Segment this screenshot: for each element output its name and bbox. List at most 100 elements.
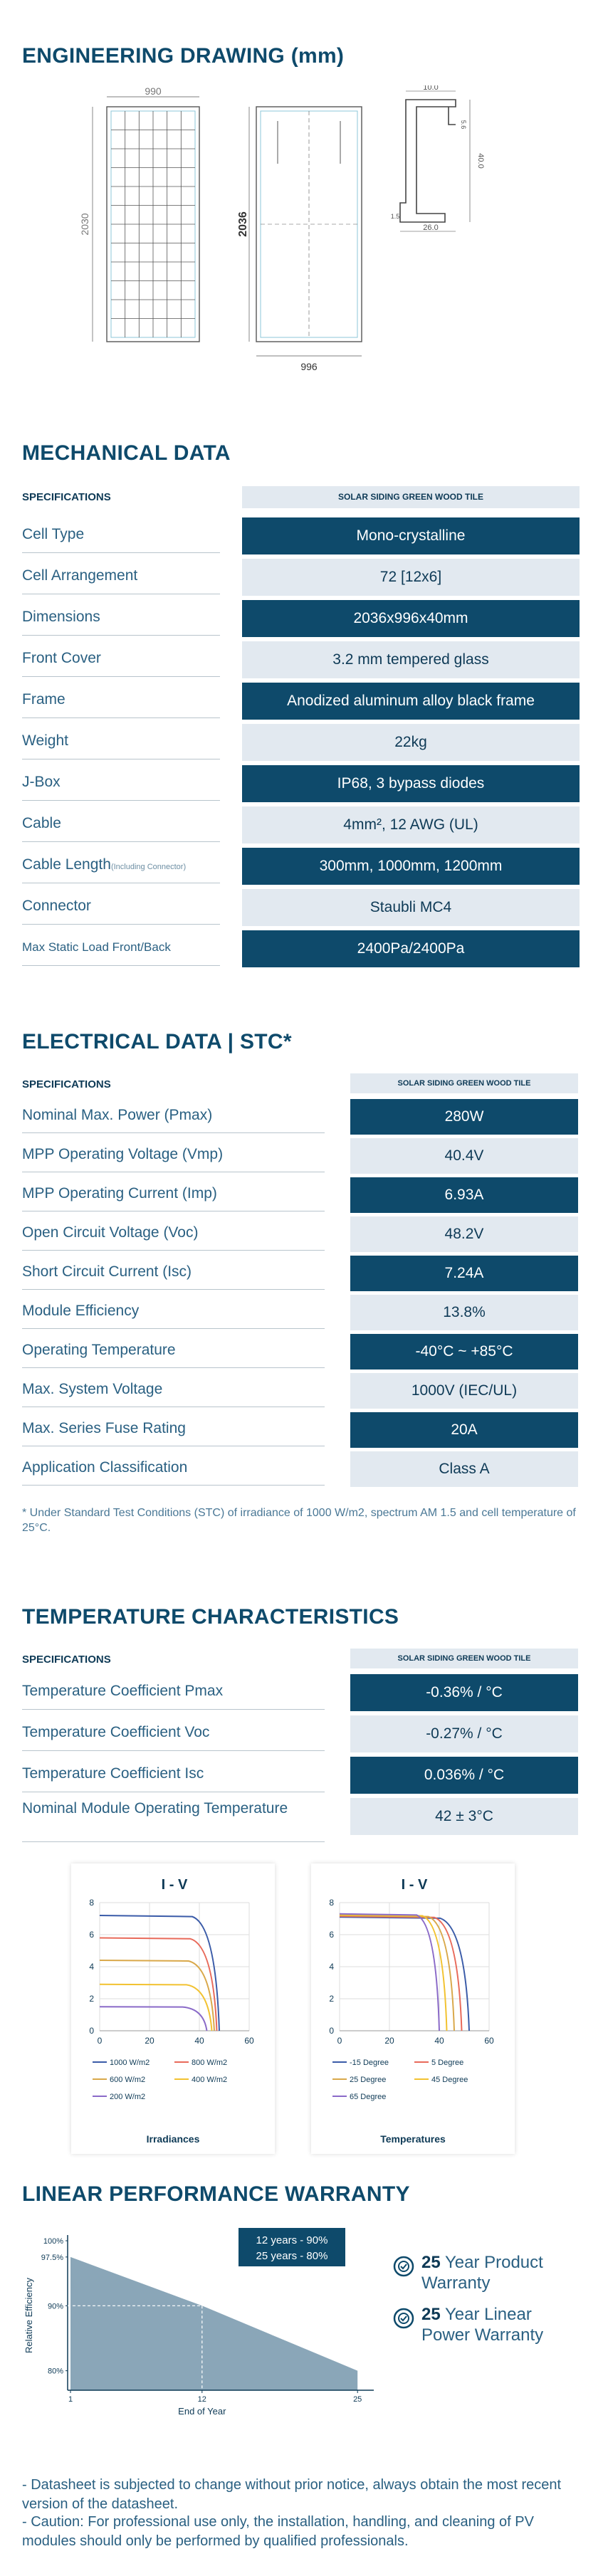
footer-note-2: - Caution: For professional use only, th… bbox=[22, 2514, 534, 2549]
mechanical-col-head: SOLAR SIDING GREEN WOOD TILE bbox=[242, 486, 580, 508]
x-tick-label: 60 bbox=[484, 2036, 494, 2046]
temperature-chart-card: I - V 0 2 4 6 8 0 20 40 60 -15 Degree 5 Degree 25 De… bbox=[311, 1863, 515, 2154]
electrical-row-label: Operating Temperature bbox=[22, 1332, 325, 1368]
y-tick-label: 100% bbox=[43, 2237, 63, 2246]
badge1-number: 25 bbox=[421, 2253, 441, 2272]
legend-label: 45 Degree bbox=[431, 2076, 468, 2084]
annotation-text: 25 years - 80% bbox=[256, 2250, 328, 2262]
electrical-row-label: Open Circuit Voltage (Voc) bbox=[22, 1215, 325, 1251]
electrical-row-label-text: MPP Operating Voltage (Vmp) bbox=[22, 1146, 224, 1162]
temperature-row-value: 0.036% / °C bbox=[350, 1757, 578, 1794]
annotation-box bbox=[239, 2228, 345, 2266]
badge2-line2: Power Warranty bbox=[421, 2325, 544, 2345]
series-line bbox=[339, 1913, 448, 2031]
back-view bbox=[248, 106, 362, 357]
electrical-title: ELECTRICAL DATA | STC* bbox=[22, 1030, 292, 1053]
temperature-col-head: SOLAR SIDING GREEN WOOD TILE bbox=[350, 1649, 578, 1668]
badge2-line1: Year Linear bbox=[444, 2305, 532, 2324]
electrical-col-head: SOLAR SIDING GREEN WOOD TILE bbox=[350, 1073, 578, 1093]
electrical-row-value: 7.24A bbox=[350, 1256, 578, 1291]
legend-label: 65 Degree bbox=[350, 2093, 386, 2101]
temperature-iv-chart: I - V 0 2 4 6 8 0 20 40 60 -15 Degree 5 Degree 25 De… bbox=[329, 1877, 494, 2145]
dim-width-back: 996 bbox=[300, 361, 318, 372]
profile-small-dim: 5.6 bbox=[460, 120, 467, 130]
mechanical-row-value: 300mm, 1000mm, 1200mm bbox=[242, 848, 580, 885]
electrical-row-value: 280W bbox=[350, 1099, 578, 1135]
mechanical-row-label-text: Max Static Load Front/Back bbox=[22, 940, 171, 954]
electrical-row-label-text: Application Classification bbox=[22, 1459, 188, 1476]
irradiance-chart-card: I - V 0 2 4 6 8 0 20 40 60 1000 W/m2 800 W/m2 600 W/… bbox=[71, 1863, 275, 2154]
legend-label: 800 W/m2 bbox=[192, 2059, 227, 2067]
x-tick-label: 20 bbox=[384, 2036, 394, 2046]
mechanical-row-label-text: Cable Length bbox=[22, 856, 111, 873]
electrical-row-label: Max. System Voltage bbox=[22, 1372, 325, 1407]
electrical-row-value: 20A bbox=[350, 1412, 578, 1448]
electrical-row-value: 1000V (IEC/UL) bbox=[350, 1373, 578, 1409]
y-tick-label: 4 bbox=[329, 1962, 334, 1972]
temperature-row-label: Temperature Coefficient Pmax bbox=[22, 1673, 325, 1710]
legend-label: 600 W/m2 bbox=[110, 2076, 145, 2084]
mechanical-row-label: Front Cover bbox=[22, 640, 220, 677]
series-line bbox=[339, 1915, 455, 2031]
electrical-row-label-text: Module Efficiency bbox=[22, 1303, 140, 1319]
series-line bbox=[99, 1960, 215, 2031]
mechanical-row-label-text: Front Cover bbox=[22, 650, 101, 666]
electrical-row-value: 40.4V bbox=[350, 1138, 578, 1174]
electrical-row-value: Class A bbox=[350, 1451, 578, 1487]
mechanical-title: MECHANICAL DATA bbox=[22, 441, 231, 465]
front-view bbox=[92, 96, 200, 342]
y-tick-label: 80% bbox=[48, 2367, 63, 2376]
x-tick-label: 20 bbox=[145, 2036, 154, 2046]
x-tick-label: 40 bbox=[434, 2036, 444, 2046]
chart-title: I - V bbox=[402, 1877, 428, 1893]
badge2-number: 25 bbox=[421, 2305, 441, 2324]
irradiance-iv-chart: I - V 0 2 4 6 8 0 20 40 60 1000 W/m2 800 W/m2 600 W/… bbox=[89, 1877, 254, 2145]
badge-check-icon bbox=[393, 2256, 414, 2277]
electrical-row-label: Max. Series Fuse Rating bbox=[22, 1411, 325, 1446]
y-axis-label: Relative Efficiency bbox=[23, 2278, 34, 2353]
x-tick-label: 60 bbox=[244, 2036, 254, 2046]
electrical-row-label-text: MPP Operating Current (Imp) bbox=[22, 1185, 217, 1202]
legend-label: -15 Degree bbox=[350, 2059, 389, 2067]
profile-top-dim: 10.0 bbox=[423, 85, 438, 92]
series-line bbox=[339, 1915, 463, 2031]
mechanical-row-value: 2400Pa/2400Pa bbox=[242, 930, 580, 967]
electrical-row-value: 48.2V bbox=[350, 1216, 578, 1252]
warranty-chart: 100% 97.5% 90% 80% 1 12 25 End of Year Relative … bbox=[23, 2228, 374, 2417]
mechanical-row-label-text: Connector bbox=[22, 898, 91, 914]
mechanical-row-label: Cable Length(Including Connector) bbox=[22, 846, 220, 883]
temperature-row-label-text: Temperature Coefficient Isc bbox=[22, 1765, 204, 1782]
mechanical-row-label: J-Box bbox=[22, 764, 220, 801]
temperature-row-value: 42 ± 3°C bbox=[350, 1798, 578, 1835]
mechanical-row-label: Cable bbox=[22, 805, 220, 842]
electrical-row-label-text: Open Circuit Voltage (Voc) bbox=[22, 1224, 199, 1241]
badge-check-icon bbox=[393, 2308, 414, 2329]
temperature-row-label-text: Temperature Coefficient Pmax bbox=[22, 1683, 224, 1699]
annotation-text: 12 years - 90% bbox=[256, 2234, 328, 2246]
electrical-row-value: 6.93A bbox=[350, 1177, 578, 1213]
mechanical-row-value: Staubli MC4 bbox=[242, 889, 580, 926]
y-tick-label: 6 bbox=[89, 1930, 94, 1940]
chart-caption: Irradiances bbox=[147, 2133, 200, 2145]
badge1-line2: Warranty bbox=[421, 2273, 491, 2293]
y-tick-label: 8 bbox=[89, 1898, 94, 1908]
temperature-row-label: Nominal Module Operating Temperature bbox=[22, 1797, 325, 1842]
x-tick-label: 40 bbox=[194, 2036, 204, 2046]
electrical-row-label: Nominal Max. Power (Pmax) bbox=[22, 1098, 325, 1133]
footer-note-1: - Datasheet is subjected to change witho… bbox=[22, 2477, 562, 2512]
series-line bbox=[99, 2006, 208, 2031]
electrical-row-label: MPP Operating Voltage (Vmp) bbox=[22, 1137, 325, 1172]
series-line bbox=[99, 1915, 220, 2031]
x-tick-label: 12 bbox=[198, 2395, 206, 2404]
x-tick-label: 0 bbox=[337, 2036, 342, 2046]
mechanical-row-value: 72 [12x6] bbox=[242, 559, 580, 596]
mechanical-row-value: Mono-crystalline bbox=[242, 517, 580, 554]
electrical-row-label-text: Operating Temperature bbox=[22, 1342, 176, 1358]
mechanical-row-value: 4mm², 12 AWG (UL) bbox=[242, 806, 580, 843]
temperature-row-value: -0.36% / °C bbox=[350, 1674, 578, 1711]
badge1-line1: Year Product bbox=[444, 2253, 543, 2272]
mechanical-row-label: Dimensions bbox=[22, 599, 220, 636]
profile-lip-dim: 1.5 bbox=[391, 213, 400, 220]
y-tick-label: 0 bbox=[89, 2026, 94, 2036]
temperature-row-label: Temperature Coefficient Isc bbox=[22, 1755, 325, 1792]
